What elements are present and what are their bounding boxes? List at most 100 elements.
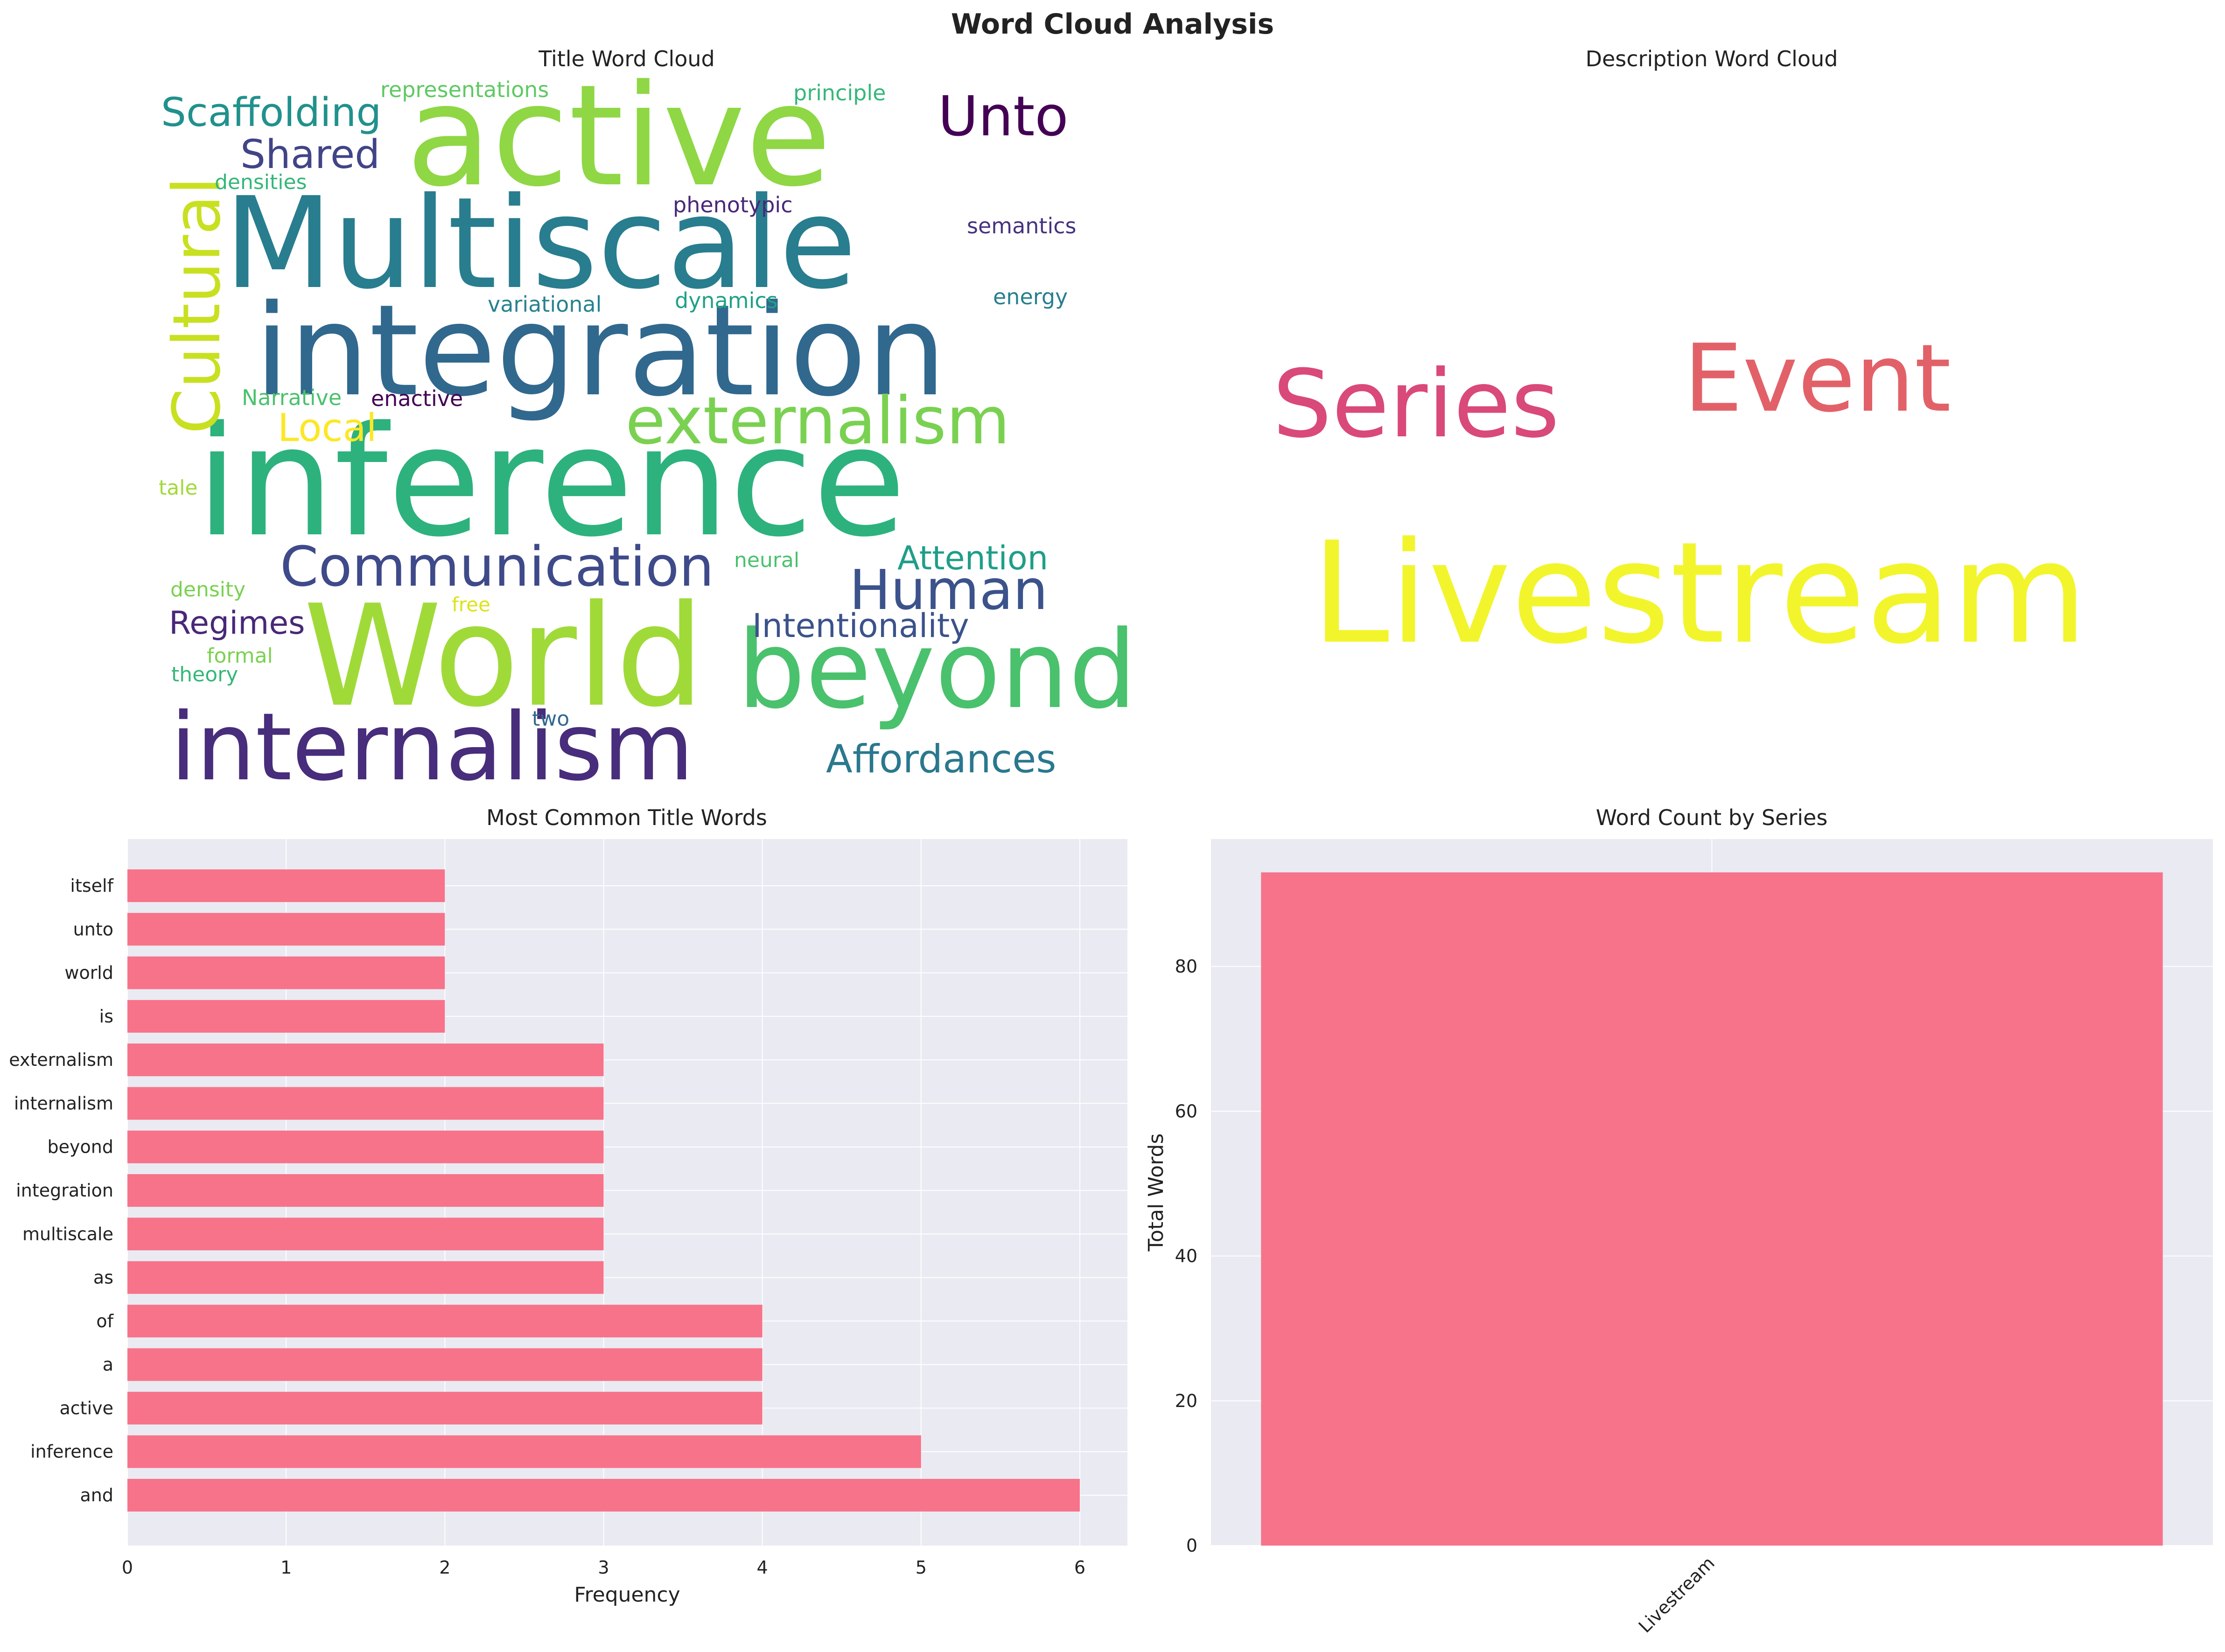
hbar-category-label-externalism: externalism [9,1050,113,1070]
word-cloud-word-internalism: internalism [170,693,694,802]
hbar-category-labels: and inference active a of as multiscale integra… [9,875,114,1505]
vbar-y-tick-60: 60 [1175,1101,1197,1121]
word-cloud-word-principle: principle [793,80,886,105]
hbar-bar-is [127,1000,445,1033]
word-cloud-word-free: free [452,593,490,616]
hbar-x-tick-1: 1 [280,1557,292,1578]
hbar-x-tick-2: 2 [439,1557,450,1578]
hbar-bar-integration [127,1174,604,1207]
vbar-bars [1261,872,2163,1546]
hbar-bar-and [127,1479,1080,1512]
word-cloud-word-scaffolding: Scaffolding [161,90,381,136]
word-cloud-word-communication: Communication [280,534,714,599]
word-cloud-word-unto: Unto [938,84,1069,148]
hbar-category-label-integration: integration [16,1180,113,1201]
hbar-x-tick-6: 6 [1074,1557,1085,1578]
word-cloud-word-narrative: Narrative [242,385,342,410]
word-cloud-word-local: Local [278,406,377,450]
vbar-y-axis-label: Total Words [1144,1134,1168,1252]
description-word-cloud: Livestream Series Event [1273,324,2088,675]
word-cloud-word-regimes: Regimes [169,605,305,642]
word-cloud-word-theory: theory [171,663,238,686]
hbar-bar-as [127,1261,604,1294]
figure-title: Word Cloud Analysis [951,8,1274,41]
hbar-x-tick-3: 3 [598,1557,609,1578]
word-cloud-word-variational: variational [488,292,602,317]
word-cloud-word-dynamics: dynamics [675,288,778,313]
word-cloud-word-beyond: beyond [737,608,1137,733]
hbar-bar-active [127,1392,763,1425]
word-cloud-word-formal: formal [207,644,273,668]
word-cloud-word-densities: densities [215,170,307,194]
word-cloud-word-tale: tale [159,476,198,500]
hbar-x-tick-4: 4 [757,1557,768,1578]
hbar-category-label-a: a [103,1354,113,1375]
hbar-category-label-itself: itself [70,875,114,896]
word-cloud-word-livestream: Livestream [1311,512,2088,675]
word-cloud-word-cultural: Cultural [159,177,235,434]
word-cloud-word-attention: Attention [897,539,1048,577]
word-cloud-word-shared: Shared [240,132,380,178]
hbar-category-label-world: world [64,963,113,983]
vbar-y-tick-80: 80 [1175,956,1197,977]
hbar-bars [127,869,1080,1512]
hbar-bar-inference [127,1435,921,1468]
hbar-bar-multiscale [127,1218,604,1251]
title-word-cloud-panel: Title Word Cloud inference active World Mul… [159,46,1137,802]
word-cloud-word-density: density [170,578,245,602]
hbar-bar-unto [127,913,445,946]
word-cloud-word-two: two [532,707,569,731]
word-cloud-word-human: Human [849,558,1048,622]
hbar-category-label-internalism: internalism [14,1093,113,1113]
description-word-cloud-title: Description Word Cloud [1586,46,1838,71]
word-cloud-word-world: World [303,575,705,738]
hbar-category-label-beyond: beyond [48,1137,113,1157]
hbar-category-label-multiscale: multiscale [22,1224,113,1244]
hbar-category-label-active: active [59,1398,113,1418]
word-cloud-word-active: active [406,55,832,217]
hbar-category-label-inference: inference [30,1442,113,1462]
word-cloud-word-series: Series [1273,350,1560,459]
most-common-title-words-panel: Most Common Title Words and inference acti… [9,805,1127,1607]
word-cloud-word-enactive: enactive [371,386,463,411]
word-cloud-word-intentionality: Intentionality [752,607,969,645]
word-cloud-word-event: Event [1684,324,1951,433]
word-cloud-word-multiscale: Multiscale [224,170,857,317]
hbar-x-tick-0: 0 [122,1557,133,1578]
hbar-bar-internalism [127,1087,604,1120]
word-cloud-word-phenotypic: phenotypic [673,192,792,217]
hbar-category-label-is: is [99,1006,113,1027]
vbar-y-tick-0: 0 [1186,1535,1197,1556]
hbar-bar-world [127,956,445,989]
vbar-y-tick-40: 40 [1175,1246,1197,1267]
most-common-title-words-title: Most Common Title Words [486,805,767,830]
hbar-category-label-of: of [96,1311,114,1331]
word-cloud-word-neural: neural [734,548,799,572]
vbar-y-tick-labels: 0 20 40 60 80 [1175,956,1197,1556]
hbar-bar-a [127,1348,763,1381]
hbar-category-label-and: and [80,1485,114,1505]
hbar-x-tick-labels: 0 1 2 3 4 5 6 [122,1557,1085,1578]
word-cloud-word-energy: energy [993,284,1068,309]
word-cloud-word-semantics: semantics [967,213,1077,238]
title-word-cloud-title: Title Word Cloud [538,46,714,71]
word-cloud-word-externalism: externalism [625,383,1010,459]
word-cloud-word-inference: inference [196,393,906,570]
vbar-bar-livestream [1261,872,2163,1546]
word-cloud-word-integration: integration [254,277,946,424]
hbar-category-label-as: as [93,1267,113,1288]
word-count-by-series-title: Word Count by Series [1596,805,1828,830]
hbar-bar-externalism [127,1043,604,1077]
title-word-cloud: inference active World Multiscaleintegratio… [159,55,1137,802]
word-cloud-word-representations: representations [380,77,549,102]
hbar-bar-beyond [127,1130,604,1163]
word-cloud-word-affordances: Affordances [826,736,1057,782]
description-word-cloud-panel: Description Word Cloud Livestream Series E… [1273,46,2088,675]
hbar-x-axis-label: Frequency [574,1583,680,1607]
hbar-bar-itself [127,869,445,902]
hbar-x-tick-5: 5 [916,1557,927,1578]
vbar-y-tick-20: 20 [1175,1391,1197,1411]
hbar-bar-of [127,1304,763,1337]
